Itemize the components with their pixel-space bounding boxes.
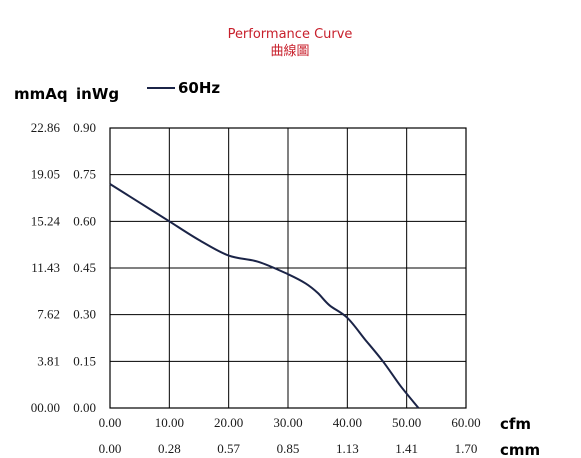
x-tick-label-cmm: 1.41 bbox=[395, 441, 418, 456]
y-unit-inwg: inWg bbox=[76, 85, 119, 103]
y-tick-label-mmaq: 15.24 bbox=[31, 213, 61, 228]
plot-frame bbox=[109, 127, 467, 409]
y-unit-mmaq: mmAq bbox=[14, 85, 68, 103]
x-tick-label-cfm: 40.00 bbox=[333, 415, 362, 430]
x-unit-cmm: cmm bbox=[500, 441, 540, 458]
y-tick-label-mmaq: 11.43 bbox=[31, 260, 60, 275]
y-tick-label-inwg: 0.15 bbox=[73, 353, 96, 368]
x-tick-label-cfm: 10.00 bbox=[155, 415, 184, 430]
x-unit-cfm: cfm bbox=[500, 415, 531, 433]
x-tick-label-cmm: 0.85 bbox=[277, 441, 300, 456]
y-tick-label-inwg: 0.75 bbox=[73, 167, 96, 182]
legend-label: 60Hz bbox=[178, 79, 220, 97]
x-tick-label-cmm: 0.57 bbox=[217, 441, 240, 456]
x-tick-label-cfm: 20.00 bbox=[214, 415, 243, 430]
series-line-60hz bbox=[109, 183, 420, 409]
y-tick-label-inwg: 0.60 bbox=[73, 213, 96, 228]
x-tick-label-cmm: 1.13 bbox=[336, 441, 359, 456]
y-tick-label-inwg: 0.00 bbox=[73, 400, 96, 415]
y-tick-label-mmaq: 19.05 bbox=[31, 167, 60, 182]
y-tick-label-inwg: 0.45 bbox=[73, 260, 96, 275]
x-tick-label-cfm: 0.00 bbox=[99, 415, 122, 430]
y-tick-label-inwg: 0.90 bbox=[73, 120, 96, 135]
y-tick-label-inwg: 0.30 bbox=[73, 307, 96, 322]
x-tick-label-cmm: 0.00 bbox=[99, 441, 122, 456]
x-tick-label-cmm: 0.28 bbox=[158, 441, 181, 456]
y-tick-label-mmaq: 3.81 bbox=[37, 353, 60, 368]
y-tick-label-mmaq: 00.00 bbox=[31, 400, 60, 415]
x-tick-label-cfm: 30.00 bbox=[273, 415, 302, 430]
x-tick-label-cfm: 60.00 bbox=[451, 415, 480, 430]
x-tick-label-cmm: 1.70 bbox=[455, 441, 478, 456]
x-tick-label-cfm: 50.00 bbox=[392, 415, 421, 430]
chart-subtitle: 曲線圖 bbox=[270, 43, 309, 59]
chart-title: Performance Curve bbox=[228, 27, 353, 42]
y-tick-label-mmaq: 22.86 bbox=[31, 120, 61, 135]
y-tick-label-mmaq: 7.62 bbox=[37, 307, 60, 322]
